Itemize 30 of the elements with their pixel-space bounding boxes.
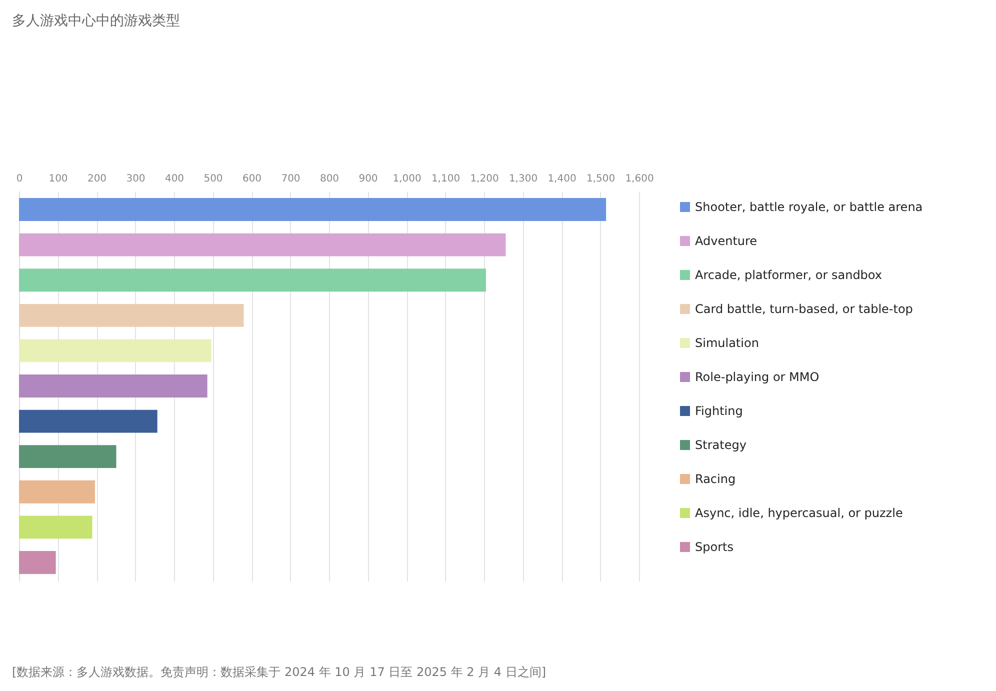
legend-label: Fighting (695, 404, 743, 418)
text: [数据来源：多人游戏数据。免责声明：数据采集于 2024 年 10 月 17 日至 2025 年 2 月 4 日之间] (12, 664, 546, 681)
x-tick-label: 1,000 (392, 174, 422, 184)
x-tick-label: 800 (320, 174, 340, 184)
legend-label: Simulation (695, 336, 759, 350)
x-tick-label: 400 (164, 174, 184, 184)
legend-label: Role-playing or MMO (695, 370, 820, 384)
x-tick-label: 1,600 (625, 174, 654, 184)
x-tick-label: 1,400 (548, 174, 576, 184)
x-tick-label: 200 (87, 174, 107, 184)
legend-label: Adventure (695, 234, 758, 248)
x-tick-label: 300 (126, 174, 146, 184)
chart-title: 多人游戏中心中的游戏类型 (12, 12, 180, 30)
x-tick-label: 700 (281, 174, 300, 184)
x-tick-label: 1,100 (431, 174, 460, 184)
legend-label: Arcade, platformer, or sandbox (695, 268, 882, 282)
legend-label: Shooter, battle royale, or battle arena (695, 200, 923, 214)
x-tick-label: 1,200 (470, 174, 499, 184)
x-tick-label: 100 (48, 174, 68, 184)
x-tick-label: 1,500 (586, 174, 616, 184)
x-tick-label: 1,300 (508, 174, 538, 184)
x-tick-label: 900 (358, 174, 378, 184)
legend-label: Card battle, turn-based, or table-top (695, 302, 913, 316)
x-tick-label: 500 (204, 174, 223, 184)
x-tick-label: 0 (16, 174, 23, 184)
legend-label: Sports (695, 540, 734, 554)
legend-label: Strategy (695, 438, 746, 452)
legend-label: Async, idle, hypercasual, or puzzle (695, 506, 903, 520)
legend-label: Racing (695, 472, 736, 486)
x-tick-label: 600 (242, 174, 262, 184)
